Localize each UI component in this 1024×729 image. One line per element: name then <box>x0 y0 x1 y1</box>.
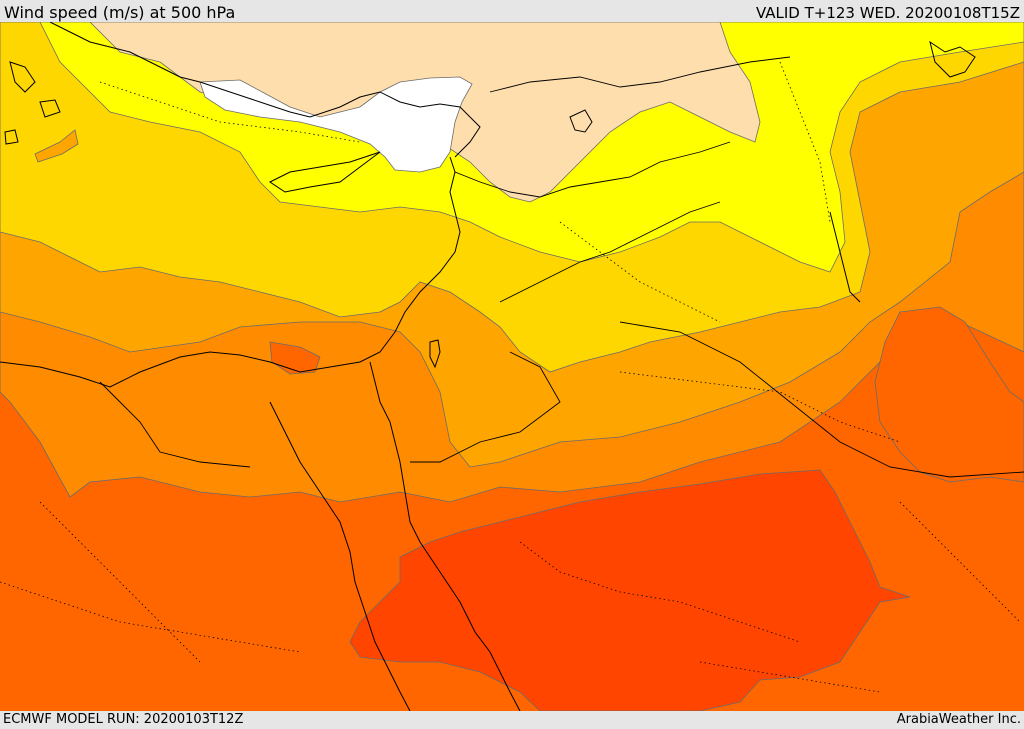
province-line-arabia-2 <box>519 541 801 643</box>
credit-label: ArabiaWeather Inc. <box>896 712 1021 727</box>
footer-bar: ECMWF MODEL RUN: 20200103T12Z ArabiaWeat… <box>0 711 1024 729</box>
coastline-gulf-suez <box>369 361 401 463</box>
coastline-anatolia <box>49 22 481 158</box>
band-east-core <box>874 306 1024 483</box>
valid-time-label: VALID T+123 WED. 20200108T15Z <box>755 4 1020 22</box>
band-jet-core <box>349 469 911 711</box>
border-syria-iraq <box>454 141 731 198</box>
coastline-red-sea-west <box>269 401 411 711</box>
border-jordan-saudi <box>410 351 561 463</box>
coastline-lake-van <box>569 109 593 133</box>
band-lowest <box>199 76 473 173</box>
band-blob-west <box>34 129 79 163</box>
coastline-persian-gulf <box>829 211 861 303</box>
border-iraq-saudi <box>499 201 721 303</box>
province-line-anatolia <box>99 81 361 143</box>
province-line-egypt <box>39 501 201 663</box>
model-run-label: ECMWF MODEL RUN: 20200103T12Z <box>3 712 244 727</box>
coastlines <box>0 22 976 711</box>
province-line-iraq <box>559 221 721 323</box>
province-line-yemen <box>699 661 881 693</box>
map-title: Wind speed (m/s) at 500 hPa <box>4 3 236 22</box>
country-borders <box>99 56 1024 478</box>
coastline-caspian <box>929 40 976 78</box>
border-turkey-iraq-iran <box>489 56 791 93</box>
province-line-east <box>899 501 1021 623</box>
border-egypt-libya <box>99 381 251 468</box>
border-saudi-gulf <box>619 321 1024 478</box>
coastline-mediterranean-south <box>0 156 461 388</box>
coastline-aegean-islands <box>4 61 61 145</box>
coastline-red-sea-east <box>399 461 521 711</box>
coastline-cyprus <box>269 151 381 193</box>
wind-speed-map <box>0 22 1024 711</box>
province-boundaries <box>0 61 1021 693</box>
coastline-dead-sea <box>429 339 441 369</box>
header-bar: Wind speed (m/s) at 500 hPa VALID T+123 … <box>0 0 1024 22</box>
